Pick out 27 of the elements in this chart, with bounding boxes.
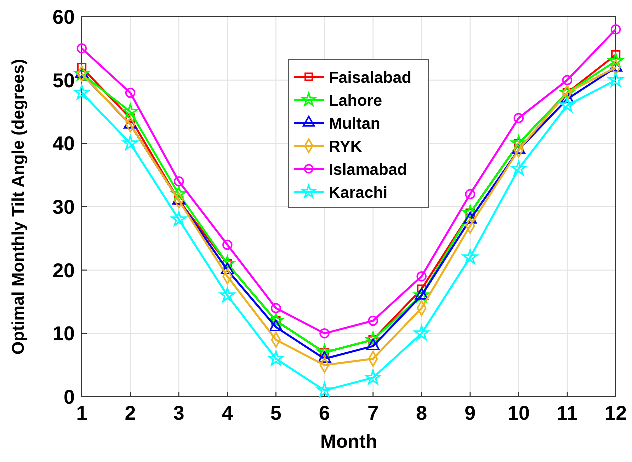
y-tick-label: 0 [64, 387, 75, 409]
x-tick-label: 4 [222, 403, 234, 425]
x-tick-label: 11 [556, 403, 578, 425]
x-tick-label: 2 [124, 403, 136, 425]
x-tick-label: 3 [174, 403, 185, 425]
x-tick-label: 7 [368, 403, 379, 425]
legend-label: Islamabad [329, 162, 408, 179]
legend-label: Faisalabad [329, 70, 412, 87]
legend-label: RYK [329, 139, 363, 156]
x-tick-label: 5 [270, 403, 282, 425]
y-tick-label: 60 [52, 7, 75, 29]
legend-label: Multan [329, 116, 381, 133]
x-tick-label: 9 [464, 403, 476, 425]
x-tick-label: 8 [416, 403, 428, 425]
y-tick-label: 50 [52, 70, 75, 92]
y-tick-label: 40 [52, 134, 75, 156]
legend-label: Karachi [329, 185, 388, 202]
legend-label: Lahore [329, 93, 382, 110]
y-axis-title: Optimal Monthly Tilt Angle (degrees) [9, 59, 28, 355]
x-axis-title: Month [320, 432, 378, 453]
y-tick-label: 20 [52, 260, 75, 282]
x-tick-label: 12 [604, 403, 628, 425]
x-tick-label: 1 [76, 403, 88, 425]
x-tick-label: 6 [319, 403, 330, 425]
y-tick-label: 10 [52, 324, 75, 346]
x-tick-label: 10 [508, 403, 530, 425]
y-tick-label: 30 [52, 197, 75, 219]
